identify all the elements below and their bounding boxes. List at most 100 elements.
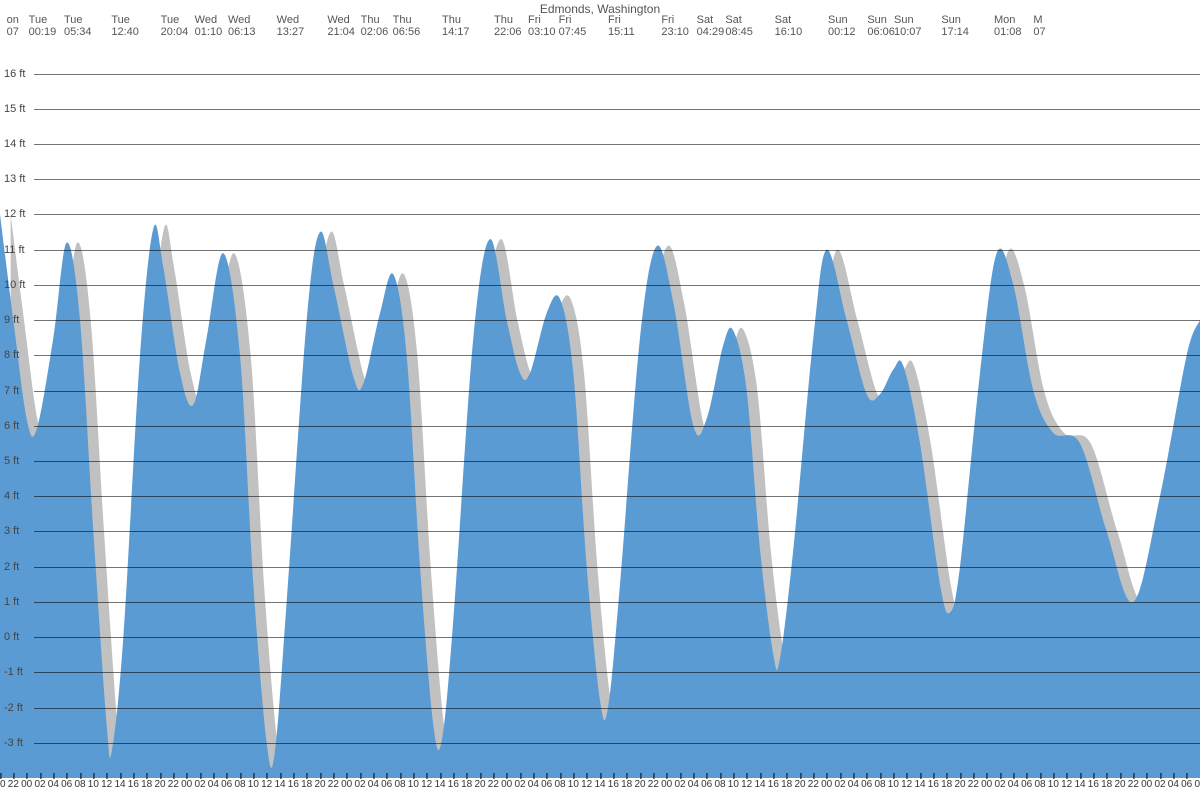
x-tick: 00 (501, 779, 512, 790)
x-tick: 08 (74, 779, 85, 790)
x-tick: 12 (1061, 779, 1072, 790)
x-tick: 00 (1141, 779, 1152, 790)
x-axis: 2022000204060810121416182022000204060810… (0, 778, 1200, 800)
x-tick: 18 (301, 779, 312, 790)
tide-event-label: Sun 06:06 (867, 14, 895, 38)
x-tick: 02 (354, 779, 365, 790)
y-tick-label: 9 ft (4, 314, 19, 326)
plot-area: -3 ft-2 ft-1 ft0 ft1 ft2 ft3 ft4 ft5 ft6… (0, 56, 1200, 778)
tide-event-label: Thu 22:06 (494, 14, 522, 38)
tide-event-label: Tue 20:04 (161, 14, 189, 38)
tide-area-svg (0, 56, 1200, 778)
x-tick: 22 (168, 779, 179, 790)
x-tick: 16 (128, 779, 139, 790)
x-tick: 02 (194, 779, 205, 790)
x-tick: 08 (234, 779, 245, 790)
gridline (34, 672, 1200, 673)
gridline (34, 743, 1200, 744)
tide-event-label: Fri 03:10 (528, 14, 556, 38)
x-tick: 06 (1021, 779, 1032, 790)
x-tick: 10 (728, 779, 739, 790)
tide-event-label: Wed 21:04 (327, 14, 355, 38)
tide-event-label: Fri 23:10 (661, 14, 689, 38)
x-tick: 06 (61, 779, 72, 790)
x-tick: 04 (848, 779, 859, 790)
x-tick: 10 (408, 779, 419, 790)
tide-event-label: Fri 15:11 (608, 14, 635, 38)
x-tick: 00 (661, 779, 672, 790)
x-tick: 22 (808, 779, 819, 790)
tide-event-label: Wed 13:27 (277, 14, 305, 38)
x-tick: 16 (608, 779, 619, 790)
x-tick: 20 (314, 779, 325, 790)
gridline (34, 109, 1200, 110)
y-tick-label: -1 ft (4, 666, 23, 678)
x-tick: 10 (248, 779, 259, 790)
tide-event-label: M 07 (1033, 14, 1045, 38)
tide-event-label: Sun 00:12 (828, 14, 856, 38)
tide-event-label: Thu 06:56 (393, 14, 421, 38)
tide-event-label: Tue 05:34 (64, 14, 92, 38)
x-tick: 08 (394, 779, 405, 790)
tide-chart: Edmonds, Washington on 07Tue 00:19Tue 05… (0, 0, 1200, 800)
tide-event-label: Tue 00:19 (29, 14, 57, 38)
x-tick: 14 (114, 779, 125, 790)
x-tick: 18 (1101, 779, 1112, 790)
x-tick: 00 (821, 779, 832, 790)
x-tick: 04 (368, 779, 379, 790)
gridline (34, 355, 1200, 356)
x-tick: 20 (954, 779, 965, 790)
y-tick-label: 5 ft (4, 455, 19, 467)
x-tick: 08 (874, 779, 885, 790)
x-tick: 04 (1168, 779, 1179, 790)
x-tick: 22 (968, 779, 979, 790)
x-tick: 12 (901, 779, 912, 790)
y-tick-label: 6 ft (4, 420, 19, 432)
x-tick: 12 (581, 779, 592, 790)
x-tick: 16 (448, 779, 459, 790)
y-tick-label: 16 ft (4, 68, 25, 80)
x-tick: 14 (434, 779, 445, 790)
x-tick: 10 (88, 779, 99, 790)
x-tick: 02 (834, 779, 845, 790)
x-tick: 02 (34, 779, 45, 790)
x-tick: 06 (381, 779, 392, 790)
x-tick: 14 (274, 779, 285, 790)
gridline (34, 531, 1200, 532)
tide-event-label: Sat 16:10 (775, 14, 803, 38)
x-tick: 20 (0, 779, 6, 790)
gridline (34, 426, 1200, 427)
x-tick: 18 (141, 779, 152, 790)
x-tick: 06 (861, 779, 872, 790)
x-tick: 02 (674, 779, 685, 790)
x-tick: 18 (461, 779, 472, 790)
gridline (34, 708, 1200, 709)
tide-event-label: Sat 08:45 (725, 14, 753, 38)
x-tick: 12 (741, 779, 752, 790)
x-tick: 14 (914, 779, 925, 790)
gridline (34, 496, 1200, 497)
tide-event-label: Thu 14:17 (442, 14, 470, 38)
x-tick: 14 (754, 779, 765, 790)
x-tick: 16 (928, 779, 939, 790)
x-tick: 06 (701, 779, 712, 790)
x-tick: 00 (21, 779, 32, 790)
x-tick: 00 (341, 779, 352, 790)
x-tick: 06 (221, 779, 232, 790)
tide-event-label: Wed 06:13 (228, 14, 256, 38)
crosshair-marker: + (80, 412, 87, 426)
tide-event-label: on 07 (7, 14, 19, 38)
x-tick: 20 (474, 779, 485, 790)
x-tick: 04 (528, 779, 539, 790)
y-tick-label: 1 ft (4, 596, 19, 608)
x-tick: 10 (888, 779, 899, 790)
x-tick: 14 (1074, 779, 1085, 790)
gridline (34, 74, 1200, 75)
tide-event-label: Mon 01:08 (994, 14, 1022, 38)
y-tick-label: 14 ft (4, 138, 25, 150)
gridline (34, 250, 1200, 251)
y-tick-label: -2 ft (4, 702, 23, 714)
x-tick: 22 (8, 779, 19, 790)
y-tick-label: 4 ft (4, 490, 19, 502)
gridline (34, 285, 1200, 286)
